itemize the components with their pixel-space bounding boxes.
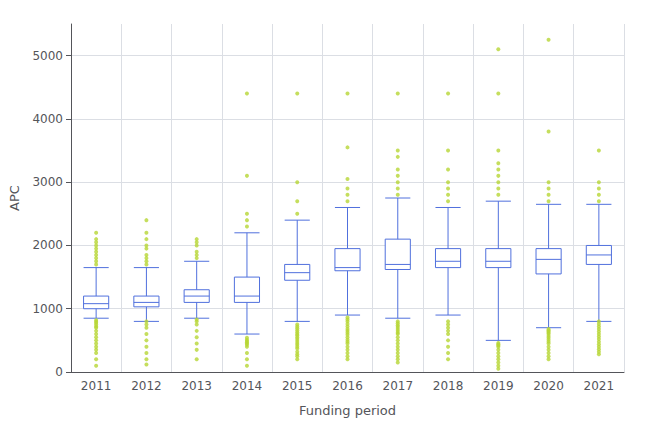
svg-text:APC: APC <box>7 185 22 211</box>
svg-text:3000: 3000 <box>32 175 63 189</box>
svg-text:1000: 1000 <box>32 302 63 316</box>
svg-text:2018: 2018 <box>433 379 464 393</box>
svg-text:2017: 2017 <box>382 379 413 393</box>
svg-text:4000: 4000 <box>32 112 63 126</box>
svg-text:2020: 2020 <box>533 379 564 393</box>
svg-text:2000: 2000 <box>32 238 63 252</box>
svg-text:2013: 2013 <box>181 379 212 393</box>
svg-text:2014: 2014 <box>232 379 263 393</box>
svg-text:2012: 2012 <box>131 379 162 393</box>
svg-text:2011: 2011 <box>81 379 112 393</box>
svg-text:2016: 2016 <box>332 379 363 393</box>
svg-text:5000: 5000 <box>32 49 63 63</box>
svg-text:0: 0 <box>55 365 63 379</box>
svg-text:Funding period: Funding period <box>299 403 396 418</box>
svg-text:2021: 2021 <box>584 379 615 393</box>
svg-text:2015: 2015 <box>282 379 313 393</box>
svg-text:2019: 2019 <box>483 379 514 393</box>
